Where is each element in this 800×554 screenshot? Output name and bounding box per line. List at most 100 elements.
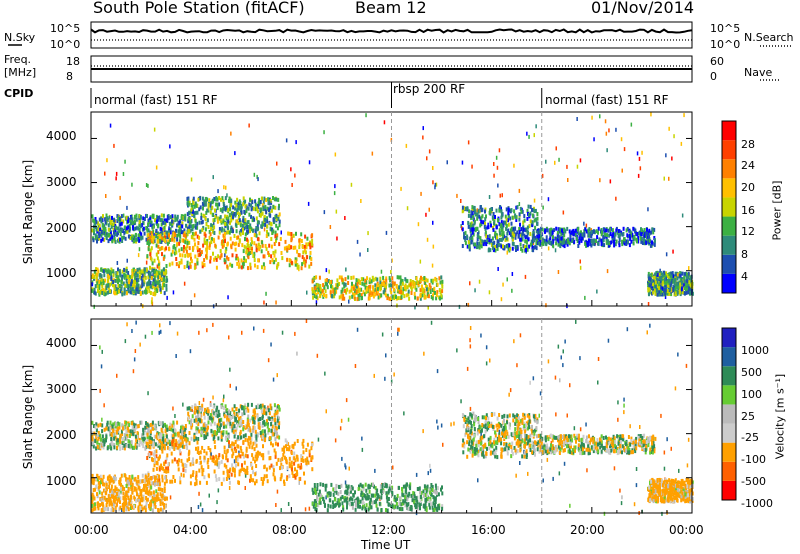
echo-1-0-265 xyxy=(149,429,152,434)
echo-0-7-111 xyxy=(651,286,654,291)
echo-0-6-184 xyxy=(561,231,564,236)
echo-0-7-298 xyxy=(659,279,662,284)
echo-0-6-416 xyxy=(557,234,560,239)
echo-0-6-292 xyxy=(603,229,606,234)
speckle-0-66 xyxy=(225,185,227,190)
echo-0-1-225 xyxy=(275,217,278,222)
echo-0-2-296 xyxy=(183,245,185,249)
echo-0-6-401 xyxy=(618,237,621,242)
echo-0-5-301 xyxy=(466,206,469,211)
echo-0-6-137 xyxy=(560,231,563,236)
echo-0-4-369 xyxy=(358,287,361,292)
speckle-0-230 xyxy=(414,305,416,310)
echo-0-0-263 xyxy=(104,229,107,233)
echo-0-2-174 xyxy=(301,255,304,260)
echo-1-1-353 xyxy=(253,408,256,413)
echo-0-1-2 xyxy=(201,196,204,201)
speckle-1-32 xyxy=(469,406,472,411)
speckle-0-172 xyxy=(344,216,346,220)
echo-0-7-369 xyxy=(680,289,683,294)
echo-0-5-227 xyxy=(500,228,503,233)
echo-0-7-331 xyxy=(663,277,666,282)
echo-0-3-375 xyxy=(113,284,116,289)
nsky-frame xyxy=(90,21,693,49)
echo-0-3-187 xyxy=(126,281,129,286)
echo-0-5-33 xyxy=(536,212,539,216)
speckle-0-141 xyxy=(431,263,434,268)
echo-0-2-11 xyxy=(157,250,160,255)
echo-0-2-192 xyxy=(181,253,184,258)
echo-0-4-282 xyxy=(430,278,433,283)
speckle-1-24 xyxy=(633,502,636,507)
nsky-right-tick-bottom: 10^0 xyxy=(710,38,741,51)
echo-0-2-205 xyxy=(301,245,304,249)
echo-0-3-410 xyxy=(154,291,157,296)
echo-0-7-279 xyxy=(676,273,679,278)
speckle-1-40 xyxy=(686,463,689,468)
echo-0-4-118 xyxy=(430,295,433,299)
speckle-1-142 xyxy=(436,419,438,424)
speckle-0-255 xyxy=(113,143,115,148)
echo-0-3-277 xyxy=(128,277,131,282)
speckle-1-56 xyxy=(305,319,308,323)
echo-0-1-239 xyxy=(275,197,278,202)
echo-0-1-294 xyxy=(266,224,269,229)
echo-0-4-291 xyxy=(343,282,346,287)
speckle-0-161 xyxy=(638,156,641,161)
echo-0-2-290 xyxy=(150,246,153,251)
speckle-0-204 xyxy=(511,288,513,293)
echo-0-6-258 xyxy=(605,235,608,240)
echo-1-1-274 xyxy=(205,435,208,440)
echo-0-1-215 xyxy=(250,203,253,208)
echo-0-5-28 xyxy=(478,214,481,219)
echo-1-1-216 xyxy=(222,421,225,426)
echo-1-1-226 xyxy=(203,427,206,432)
speckle-1-14 xyxy=(427,471,429,476)
speckle-1-223 xyxy=(316,353,319,358)
echo-0-7-337 xyxy=(668,283,670,288)
echo-1-0-353 xyxy=(94,425,97,430)
echo-1-2-9 xyxy=(209,455,212,460)
echo-0-6-147 xyxy=(640,239,643,244)
echo-0-5-11 xyxy=(488,234,491,239)
echo-0-4-115 xyxy=(350,285,353,290)
echo-0-4-305 xyxy=(428,283,431,287)
echo-1-1-371 xyxy=(244,408,247,413)
echo-0-4-304 xyxy=(425,284,428,289)
echo-0-2-46 xyxy=(268,253,270,258)
echo-1-2-30 xyxy=(195,481,198,486)
speckle-0-256 xyxy=(356,239,359,244)
echo-0-2-84 xyxy=(168,262,171,267)
echo-1-1-406 xyxy=(193,435,196,439)
echo-0-2-9 xyxy=(147,232,150,237)
echo-1-1-195 xyxy=(222,406,225,411)
echo-0-5-338 xyxy=(496,235,498,240)
echo-0-2-152 xyxy=(217,254,220,259)
echo-1-1-411 xyxy=(233,404,236,409)
echo-0-5-191 xyxy=(531,245,534,250)
echo-0-5-377 xyxy=(493,240,496,245)
echo-0-6-412 xyxy=(561,228,563,233)
echo-1-0-331 xyxy=(177,431,179,436)
echo-0-6-290 xyxy=(557,239,560,244)
echo-0-1-413 xyxy=(272,217,275,222)
echo-1-1-278 xyxy=(210,416,213,421)
echo-0-1-133 xyxy=(247,224,250,229)
echo-0-1-234 xyxy=(201,227,204,232)
echo-0-4-344 xyxy=(368,293,371,298)
echo-0-6-196 xyxy=(644,234,647,239)
echo-0-2-269 xyxy=(288,244,291,249)
nsky-left-tick-bottom: 10^0 xyxy=(50,38,81,51)
echo-0-5-98 xyxy=(485,214,487,219)
echo-0-6-227 xyxy=(613,240,616,244)
echo-0-4-337 xyxy=(427,287,430,292)
speckle-0-168 xyxy=(497,183,499,188)
echo-0-2-148 xyxy=(276,233,279,238)
echo-0-3-255 xyxy=(95,274,98,279)
speckle-0-129 xyxy=(502,282,504,287)
speckle-1-161 xyxy=(180,472,182,477)
echo-0-3-54 xyxy=(118,278,121,283)
speckle-1-248 xyxy=(498,429,501,434)
echo-1-0-181 xyxy=(131,445,134,450)
echo-1-1-101 xyxy=(212,410,215,414)
